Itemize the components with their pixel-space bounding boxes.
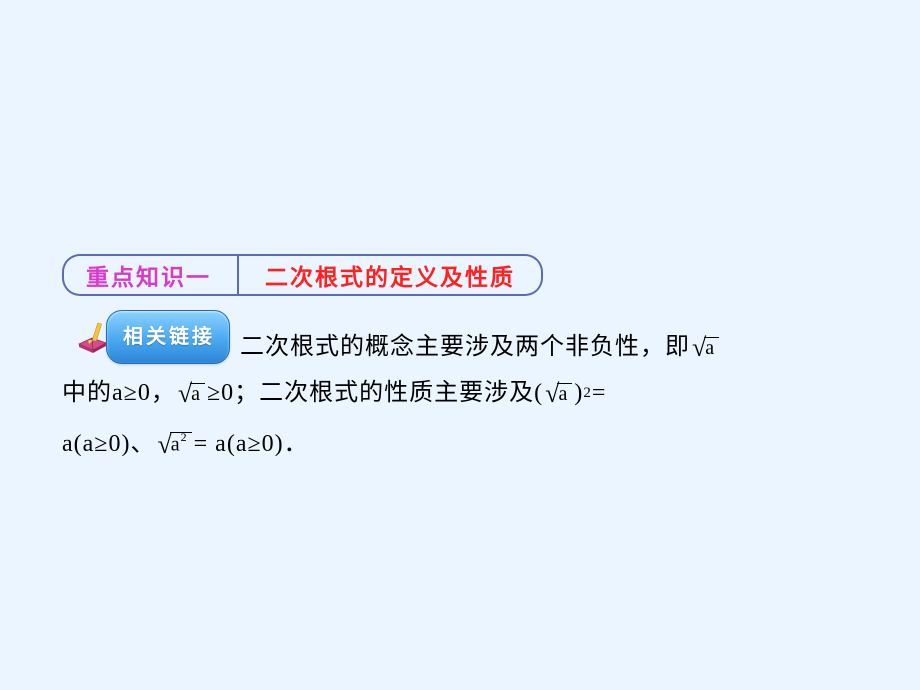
a2-sup: 2 bbox=[181, 430, 188, 444]
text-line-2: 中的a≥0， √ a ≥0；二次根式的性质主要涉及( √ a ) 2 = bbox=[62, 370, 860, 419]
line2-part1: 中的a≥0， bbox=[62, 370, 176, 416]
sqrt-arg: a bbox=[704, 337, 719, 358]
line1-text: 二次根式的概念主要涉及两个非负性，即 bbox=[240, 324, 690, 370]
line2-part3: ) bbox=[574, 370, 583, 416]
text-line-1: 相关链接 二次根式的概念主要涉及两个非负性，即 √ a bbox=[62, 310, 860, 370]
body-text: 相关链接 二次根式的概念主要涉及两个非负性，即 √ a 中的a≥0， √ a ≥… bbox=[62, 310, 860, 467]
sqrt-a-squared: √ a2 bbox=[157, 430, 191, 456]
sqrt-arg-a2: a2 bbox=[170, 432, 192, 455]
sqrt-a-2: √ a bbox=[178, 379, 205, 405]
section-header: 重点知识一 二次根式的定义及性质 bbox=[62, 254, 860, 296]
superscript-2: 2 bbox=[583, 370, 592, 416]
book-pencil-icon bbox=[76, 320, 112, 354]
sqrt-arg: a bbox=[190, 383, 205, 404]
line2-part2: ≥0；二次根式的性质主要涉及( bbox=[207, 370, 543, 416]
a2-base: a bbox=[171, 434, 181, 456]
slide-content: 重点知识一 二次根式的定义及性质 相关链接 二次根式的概念主要涉及两个非负性，即 bbox=[62, 254, 860, 467]
line3-eq: = a bbox=[194, 421, 227, 467]
sqrt-a-1: √ a bbox=[692, 333, 719, 359]
header-right-cell: 二次根式的定义及性质 bbox=[239, 254, 543, 296]
header-right-label: 二次根式的定义及性质 bbox=[265, 258, 515, 292]
line3-part1: a(a≥0)、 bbox=[62, 421, 155, 467]
sqrt-a-3: √ a bbox=[545, 379, 572, 405]
sqrt-arg: a bbox=[557, 383, 572, 404]
text-line-3: a(a≥0)、 √ a2 = a (a≥0)． bbox=[62, 421, 860, 467]
related-link-badge: 相关链接 bbox=[76, 310, 230, 364]
badge-label: 相关链接 bbox=[106, 310, 230, 364]
header-left-label: 重点知识一 bbox=[86, 258, 211, 292]
line3-part2: (a≥0)． bbox=[227, 421, 309, 467]
header-left-cell: 重点知识一 bbox=[62, 254, 237, 296]
line2-part4: = bbox=[592, 370, 607, 416]
